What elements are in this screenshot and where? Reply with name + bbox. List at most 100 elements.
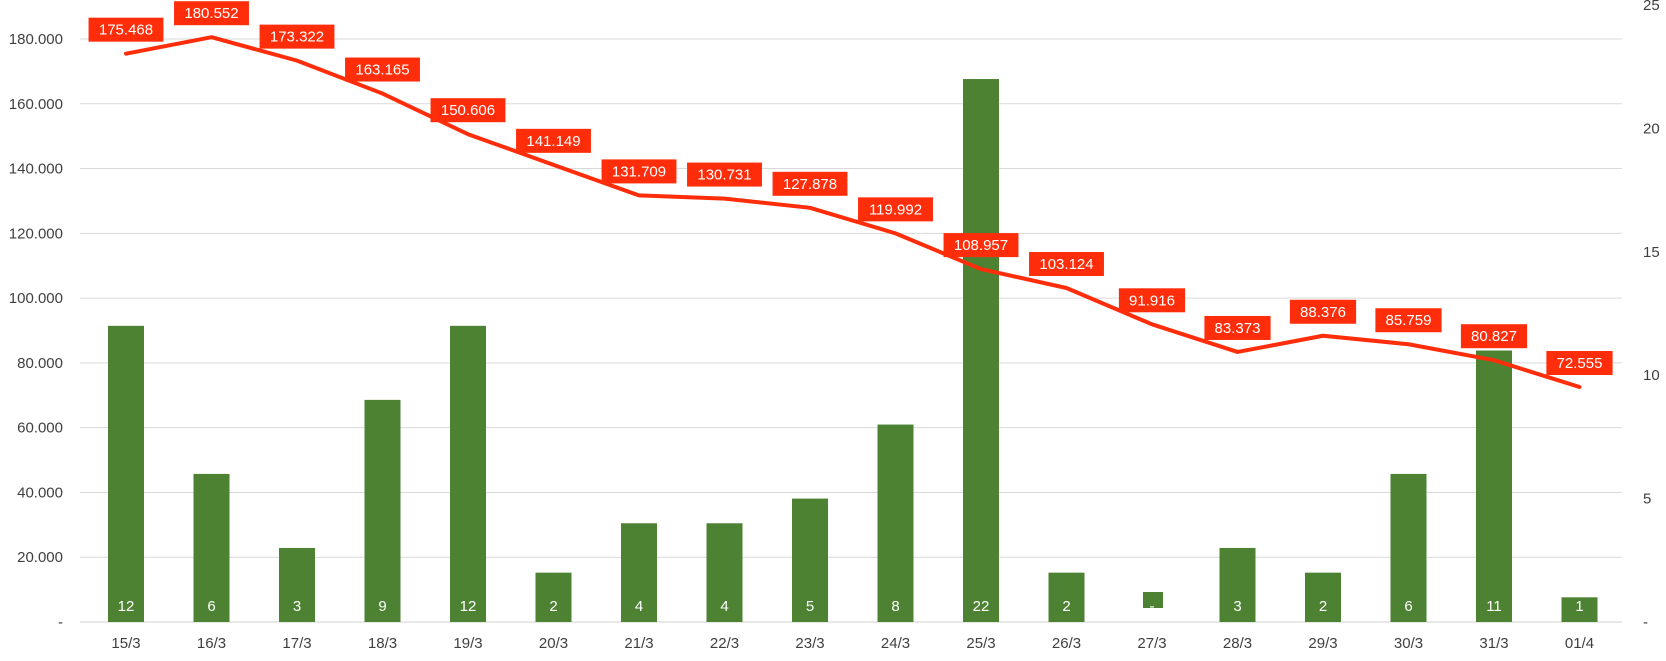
bar <box>877 424 914 622</box>
x-tick-label: 16/3 <box>197 635 226 652</box>
left-tick-label: 60.000 <box>17 420 63 437</box>
bar <box>108 325 144 622</box>
line-label-box <box>1029 251 1104 276</box>
x-tick-label: 01/4 <box>1565 635 1594 652</box>
bar-data-label: 5 <box>806 598 814 615</box>
line-label-text: 131.709 <box>612 163 666 180</box>
right-tick-label: 5 <box>1643 491 1651 508</box>
line-data-labels: 175.468 180.552 173.322 163.165 150.606 141.1… <box>88 1 1613 376</box>
x-tick-label: 17/3 <box>282 635 311 652</box>
bar <box>792 498 828 622</box>
line-label-box <box>88 17 164 42</box>
line-label-box <box>259 24 335 49</box>
line-label-text: 180.552 <box>184 5 238 22</box>
bar-data-label: 2 <box>1062 598 1070 615</box>
bar <box>1390 473 1427 622</box>
line-label-box <box>430 98 506 123</box>
gridlines <box>80 38 1622 623</box>
bar-data-label: 2 <box>1319 598 1327 615</box>
bar <box>1219 547 1256 622</box>
line-label-text: 141.149 <box>526 133 580 150</box>
line-data-label: 119.992 <box>858 197 933 222</box>
bar <box>1476 350 1512 622</box>
line-series <box>124 35 1582 390</box>
bar-data-label: 6 <box>207 598 215 615</box>
line-label-text: 150.606 <box>441 102 495 119</box>
line-label-text: 173.322 <box>270 29 324 46</box>
line-data-label: 85.759 <box>1375 308 1442 333</box>
left-tick-label: 140.000 <box>9 161 63 178</box>
line-label-box <box>345 57 420 82</box>
line-data-label: 103.124 <box>1029 251 1104 276</box>
bar-data-label: 9 <box>378 598 386 615</box>
bar <box>1305 572 1341 622</box>
bar <box>364 399 401 622</box>
right-tick-label: - <box>1643 614 1648 631</box>
bar-data-label: 3 <box>1233 598 1241 615</box>
bar-series <box>108 79 1598 623</box>
x-tick-label: 15/3 <box>111 635 140 652</box>
line-label-text: 163.165 <box>355 62 409 79</box>
line-label-box <box>601 159 677 184</box>
line-label-text: 85.759 <box>1386 312 1432 329</box>
bar-data-labels: 12 6 3 9 12 2 4 4 5 8 22 2-3 2 6 11 1 <box>118 598 1584 615</box>
x-tick-label: 21/3 <box>624 635 653 652</box>
bar-data-label: 1 <box>1575 598 1583 615</box>
line-data-label: 173.322 <box>259 24 335 49</box>
x-tick-label: 20/3 <box>539 635 568 652</box>
x-tick-label: 29/3 <box>1308 635 1337 652</box>
bar-data-label: 3 <box>293 598 301 615</box>
bar-data-label: 2 <box>549 598 557 615</box>
line-data-label: 175.468 <box>88 17 164 42</box>
line-data-label: 130.731 <box>687 162 762 187</box>
line-data-label: 72.555 <box>1546 351 1613 376</box>
line-data-label: 163.165 <box>345 57 420 82</box>
bar <box>535 572 572 622</box>
bar <box>450 325 486 622</box>
line-data-label: 150.606 <box>430 98 506 123</box>
x-tick-label: 18/3 <box>368 635 397 652</box>
line-path <box>124 35 1582 390</box>
line-label-box <box>174 1 249 26</box>
x-tick-label: 30/3 <box>1394 635 1423 652</box>
line-data-label: 127.878 <box>772 171 848 196</box>
left-tick-label: 120.000 <box>9 225 63 242</box>
line-label-text: 175.468 <box>99 22 153 39</box>
bar <box>1561 597 1598 622</box>
left-tick-label: - <box>58 614 63 631</box>
line-label-text: 127.878 <box>783 176 837 193</box>
line-label-text: 72.555 <box>1557 355 1603 372</box>
line-label-box <box>516 128 591 153</box>
line-label-text: 91.916 <box>1129 292 1175 309</box>
x-tick-label: 22/3 <box>710 635 739 652</box>
left-tick-label: 40.000 <box>17 484 63 501</box>
bar <box>963 79 999 623</box>
line-data-label: 91.916 <box>1118 288 1186 313</box>
bar <box>279 547 315 622</box>
line-label-box <box>772 171 848 196</box>
left-tick-label: 80.000 <box>17 355 63 372</box>
line-label-text: 83.373 <box>1215 320 1261 337</box>
bar-data-label: 8 <box>891 598 899 615</box>
line-label-box <box>858 197 933 222</box>
bar-data-label: 22 <box>973 598 990 615</box>
x-tick-label: 23/3 <box>795 635 824 652</box>
line-label-box <box>1118 288 1186 313</box>
line-label-box <box>1460 324 1528 349</box>
line-data-label: 180.552 <box>174 1 249 26</box>
line-label-text: 108.957 <box>954 237 1008 254</box>
left-axis-ticks: - 20.000 40.000 60.000 80.000 100.000 120.000 1… <box>9 31 63 631</box>
x-tick-label: 28/3 <box>1223 635 1252 652</box>
bar-data-label: 4 <box>720 598 728 615</box>
line-label-box <box>1546 351 1613 376</box>
bar <box>1048 572 1085 622</box>
x-tick-label: 31/3 <box>1479 635 1508 652</box>
bar-data-label: 12 <box>118 598 135 615</box>
right-tick-label: 15 <box>1643 244 1660 261</box>
line-label-text: 130.731 <box>697 167 751 184</box>
line-label-box <box>1375 308 1442 333</box>
line-data-label: 80.827 <box>1460 324 1528 349</box>
bar-data-label: 6 <box>1404 598 1412 615</box>
line-label-text: 103.124 <box>1039 256 1093 273</box>
x-axis-ticks: 15/3 16/3 17/3 18/3 19/3 20/3 21/3 22/3 23/3 24/3… <box>111 635 1594 652</box>
